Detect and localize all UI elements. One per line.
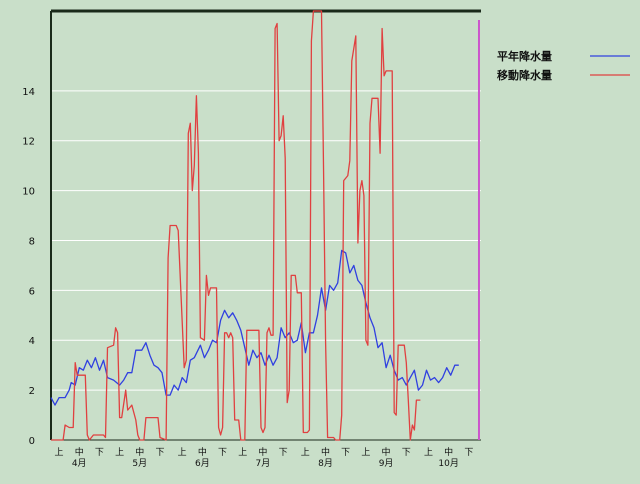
legend-label: 平年降水量 <box>497 49 552 63</box>
x-tick-label: 中 <box>321 446 330 458</box>
series <box>50 10 459 441</box>
x-tick-label: 上 <box>178 447 187 458</box>
y-tick-label: 4 <box>29 336 35 347</box>
y-tick-label: 10 <box>22 187 35 198</box>
x-tick-label: 中 <box>135 446 144 458</box>
y-tick-label: 14 <box>22 87 35 98</box>
x-tick-label: 下 <box>402 448 411 458</box>
x-tick-label: 下 <box>218 448 227 458</box>
tick-labels: 02468101214上中下上中下上中下上中下上中下上中下上中下4月 5月 6月 7月… <box>22 87 473 469</box>
x-tick-label: 中 <box>382 446 391 458</box>
y-tick-label: 12 <box>22 137 35 148</box>
x-tick-label: 中 <box>258 446 267 458</box>
month-label: 7月 <box>256 458 271 469</box>
gridlines <box>51 90 481 391</box>
legend-label: 移動降水量 <box>497 68 552 82</box>
x-tick-label: 下 <box>464 448 473 458</box>
x-tick-label: 上 <box>115 447 124 458</box>
month-label: 5月 <box>132 458 147 469</box>
y-tick-label: 2 <box>29 386 35 397</box>
y-tick-label: 8 <box>29 236 35 247</box>
x-tick-label: 中 <box>75 446 84 458</box>
month-label: 9月 <box>379 458 394 469</box>
axes <box>50 9 481 441</box>
x-tick-label: 中 <box>444 446 453 458</box>
x-tick-label: 中 <box>198 446 207 458</box>
x-tick-label: 上 <box>301 447 310 458</box>
x-tick-label: 下 <box>341 448 350 458</box>
month-label: 4月 <box>72 458 87 469</box>
x-tick-label: 下 <box>95 448 104 458</box>
y-tick-label: 6 <box>29 286 35 297</box>
month-label: 6月 <box>195 458 210 469</box>
x-tick-label: 下 <box>279 448 288 458</box>
x-tick-label: 上 <box>238 447 247 458</box>
y-tick-label: 0 <box>29 436 35 447</box>
x-tick-label: 上 <box>424 447 433 458</box>
x-tick-label: 上 <box>361 447 370 458</box>
x-tick-label: 上 <box>55 447 64 458</box>
month-label: 10月 <box>438 458 458 469</box>
series-line <box>51 10 421 441</box>
month-label: 8月 <box>318 458 333 469</box>
x-tick-label: 下 <box>155 448 164 458</box>
